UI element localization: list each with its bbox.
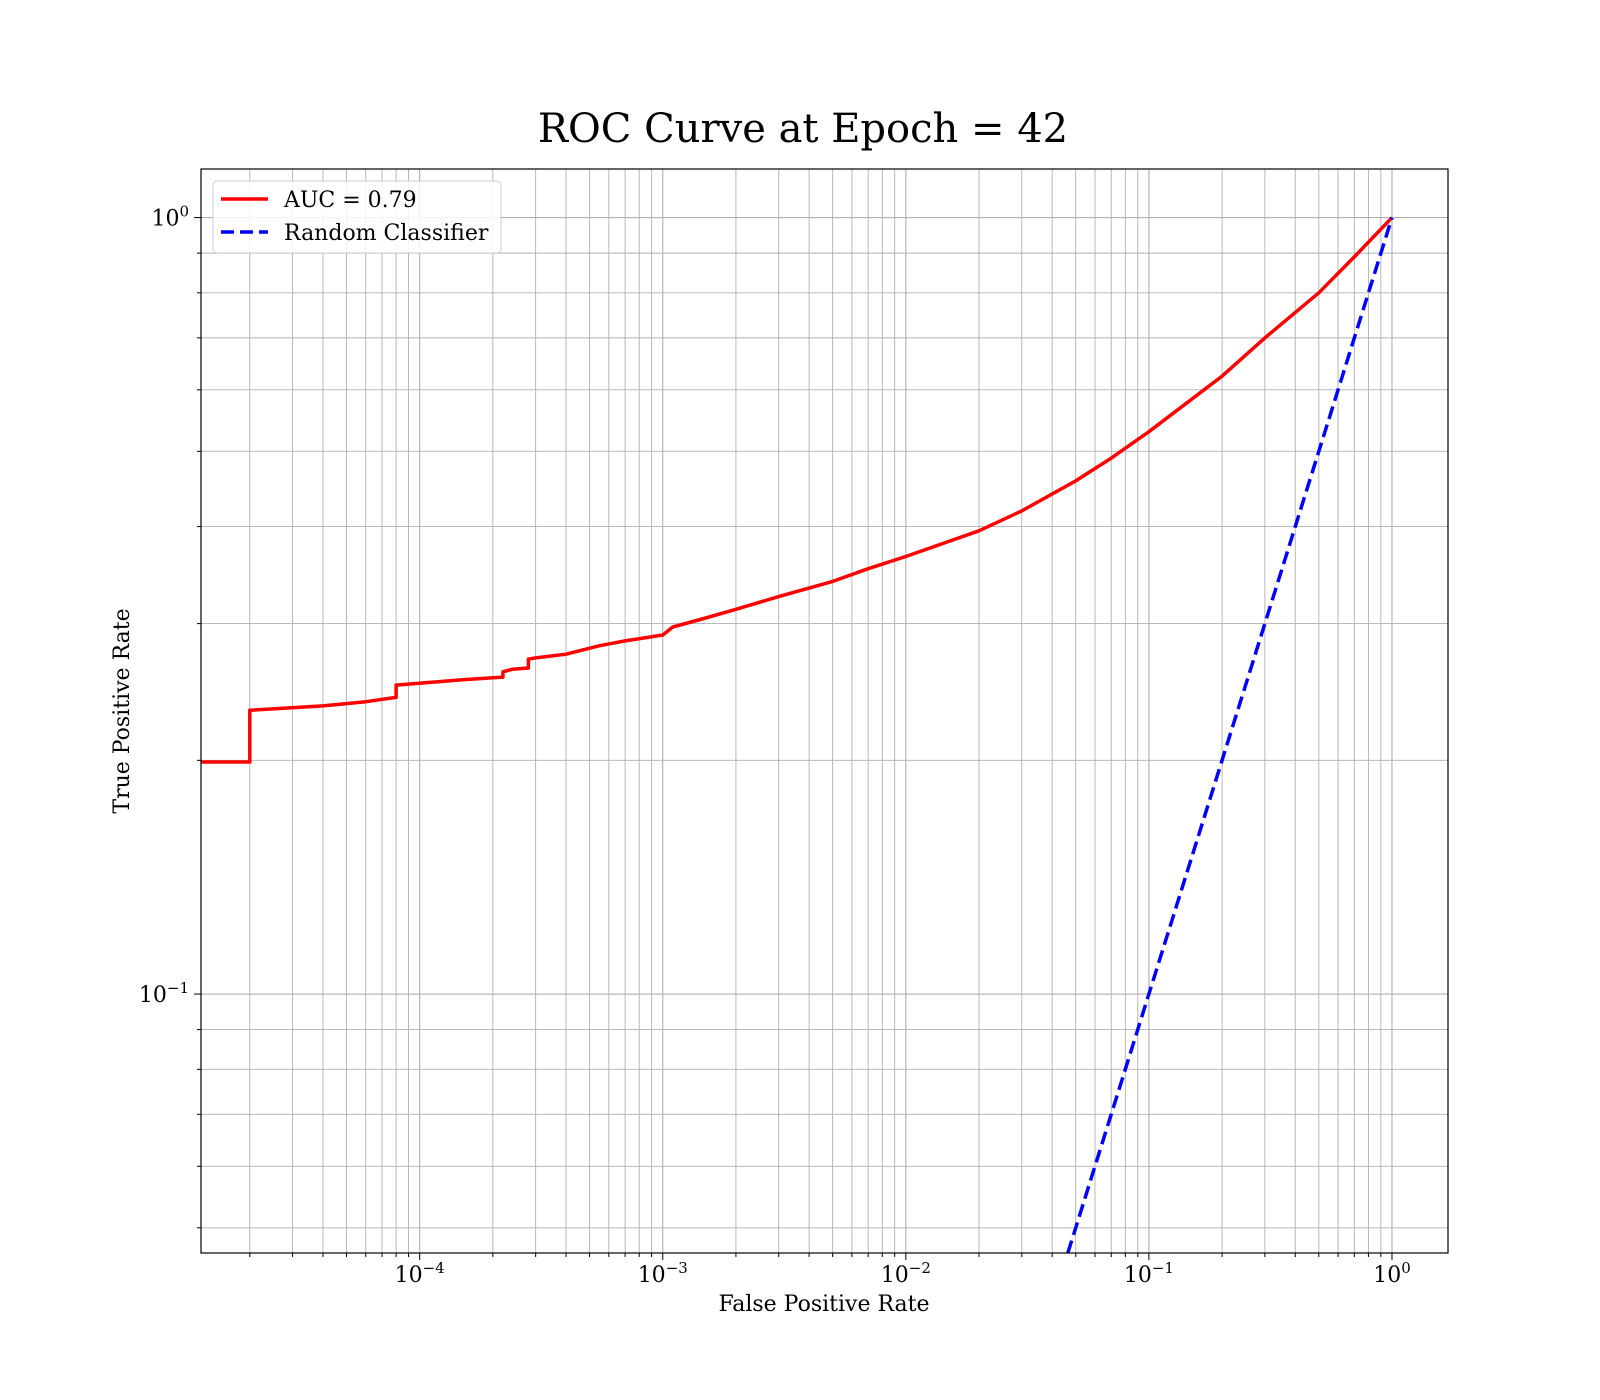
ticks: 10−4 10−3 10−2 10−1 100 10−1 100: [139, 203, 1411, 1288]
legend-label-auc: AUC = 0.79: [283, 188, 417, 213]
legend-label-random: Random Classifier: [284, 221, 489, 246]
x-tick-label: 10−2: [881, 1259, 931, 1288]
grid: [201, 169, 1448, 1253]
y-tick-label: 10−1: [139, 979, 189, 1008]
legend-box: [212, 180, 502, 254]
plot-frame: [200, 168, 1449, 1254]
series-layer: [201, 216, 1394, 1253]
y-axis-label: True Positive Rate: [110, 608, 135, 813]
y-tick-label: 100: [151, 203, 189, 232]
x-tick-label: 100: [1373, 1259, 1411, 1288]
roc-curve-line: [201, 216, 1394, 764]
random-classifier-line: [1066, 217, 1394, 1253]
legend: AUC = 0.79 Random Classifier: [212, 180, 502, 254]
x-tick-label: 10−4: [395, 1259, 445, 1288]
x-tick-label: 10−3: [638, 1259, 688, 1288]
chart-title: ROC Curve at Epoch = 42: [538, 106, 1068, 152]
x-tick-label: 10−1: [1124, 1259, 1174, 1288]
x-axis-label: False Positive Rate: [718, 1292, 929, 1317]
